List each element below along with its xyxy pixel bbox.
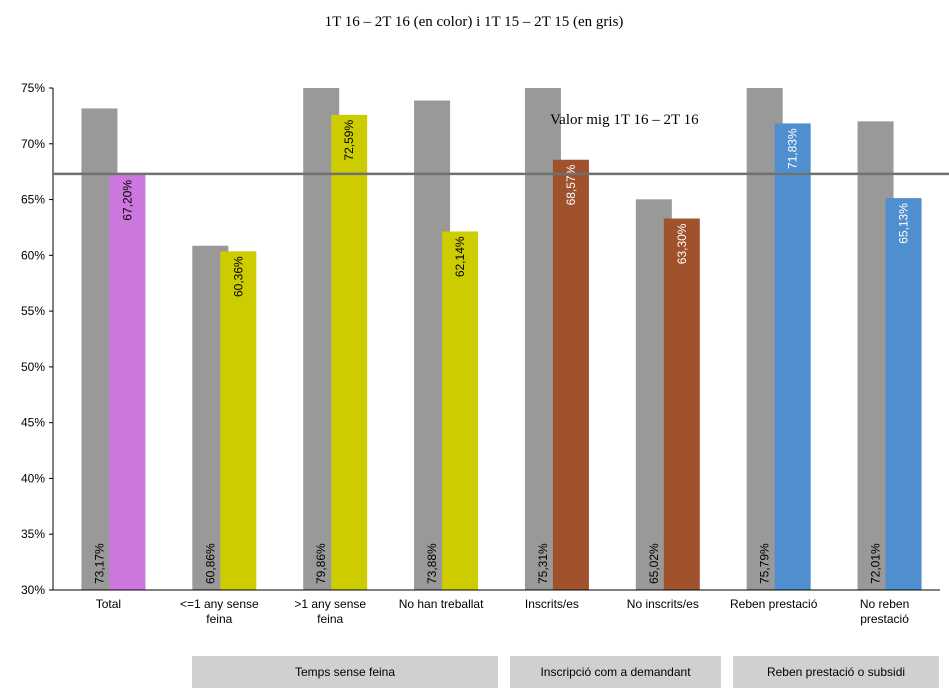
y-tick-label: 45% — [21, 416, 45, 430]
x-tick-label: No han treballat — [398, 597, 484, 611]
value-label: 73,88% — [425, 543, 439, 584]
value-label: 60,86% — [203, 543, 217, 584]
y-tick-label: 60% — [21, 248, 45, 262]
y-tick-label: 30% — [21, 583, 45, 597]
bar — [552, 159, 589, 590]
y-tick-label: 35% — [21, 527, 45, 541]
value-label: 63,30% — [675, 223, 689, 264]
bar — [220, 251, 257, 590]
mean-label: Valor mig 1T 16 – 2T 16 — [550, 112, 699, 128]
value-label: 71,83% — [786, 128, 800, 169]
bar — [442, 231, 479, 590]
chart-title: 1T 16 – 2T 16 (en color) i 1T 15 – 2T 15… — [325, 14, 624, 30]
y-tick-label: 75% — [21, 81, 45, 95]
group-label: Reben prestació o subsidi — [733, 656, 939, 688]
plot-area — [81, 88, 922, 590]
value-label: 65,13% — [897, 203, 911, 244]
x-tick-label: <=1 any sense feina — [179, 597, 259, 626]
x-tick-label: No inscrits/es — [626, 597, 699, 611]
y-tick-label: 55% — [21, 304, 45, 318]
group-label: Inscripció com a demandant — [510, 656, 721, 688]
value-label: 72,01% — [869, 543, 883, 584]
value-label: 68,57% — [564, 164, 578, 205]
x-tick-label: No reben prestació — [859, 597, 910, 626]
y-tick-label: 65% — [21, 193, 45, 207]
y-tick-label: 40% — [21, 471, 45, 485]
x-tick-label: >1 any sense feina — [294, 597, 367, 626]
value-label: 62,14% — [453, 236, 467, 277]
bar — [663, 218, 700, 590]
value-label: 75,79% — [758, 543, 772, 584]
bar — [331, 114, 368, 590]
group-label: Temps sense feina — [192, 656, 498, 688]
value-label: 60,36% — [231, 256, 245, 297]
y-tick-label: 70% — [21, 137, 45, 151]
value-label: 65,02% — [647, 543, 661, 584]
value-label: 72,59% — [342, 120, 356, 161]
value-label: 67,20% — [120, 180, 134, 221]
x-tick-label: Inscrits/es — [524, 597, 579, 611]
bar — [774, 123, 811, 590]
x-tick-label: Total — [95, 597, 122, 611]
value-label: 79,86% — [314, 543, 328, 584]
bar — [885, 198, 922, 590]
x-tick-label: Reben prestació — [729, 597, 818, 611]
value-label: 73,17% — [92, 543, 106, 584]
value-label: 75,31% — [536, 543, 550, 584]
bar — [109, 175, 146, 590]
y-tick-label: 50% — [21, 360, 45, 374]
